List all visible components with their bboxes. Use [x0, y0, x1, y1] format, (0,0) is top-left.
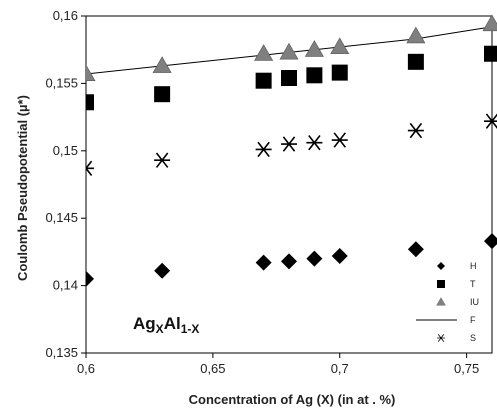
data-point-T	[306, 67, 323, 84]
legend-item-F: F	[416, 315, 476, 325]
series	[86, 14, 497, 287]
data-point-T	[154, 86, 171, 103]
data-point-T	[281, 70, 297, 87]
y-tick-label: 0,15	[53, 143, 78, 158]
data-point-IU	[279, 42, 299, 60]
data-point-T	[331, 64, 348, 81]
data-point-S	[281, 136, 297, 152]
legend-label: IU	[470, 297, 479, 307]
data-point-T	[407, 53, 424, 70]
data-point-H	[407, 241, 424, 258]
ticks: 0,6 0,65 0,7 0,75 0,135 0,14 0,145 0,15 0,155 0,1…	[45, 8, 479, 376]
composition-annotation: AgXAl1-X	[133, 314, 199, 336]
y-axis-label: Coulomb Pseudopotential (µ*)	[15, 95, 30, 281]
legend-item-T: T	[437, 279, 476, 289]
legend-label: T	[470, 279, 476, 289]
data-point-IU	[406, 26, 426, 44]
data-point-IU	[86, 64, 96, 82]
data-point-H	[484, 233, 497, 250]
data-point-IU	[304, 40, 324, 57]
legend-item-H: H	[437, 261, 477, 271]
x-axis-label: Concentration of Ag (X) (in at . %)	[189, 392, 396, 407]
y-tick-label: 0,155	[45, 75, 78, 90]
legend-swatch	[437, 280, 445, 288]
y-tick-label: 0,14	[53, 278, 78, 293]
legend-label: F	[470, 315, 476, 325]
data-point-H	[154, 262, 171, 279]
legend-item-IU: IU	[436, 297, 479, 307]
y-tick-label: 0,16	[53, 8, 78, 23]
data-point-IU	[330, 37, 350, 55]
y-tick-label: 0,145	[45, 210, 78, 225]
x-tick-label: 0,7	[331, 361, 349, 376]
data-point-T	[255, 72, 272, 89]
data-point-T	[86, 94, 94, 111]
data-point-S	[255, 141, 272, 158]
series-H	[86, 233, 497, 287]
legend-item-S: S	[437, 333, 476, 343]
legend-swatch-H	[437, 262, 445, 270]
data-point-IU	[152, 56, 172, 73]
data-point-H	[281, 253, 297, 270]
plot-area-frame	[85, 15, 493, 354]
data-point-S	[154, 152, 171, 168]
data-point-H	[86, 270, 94, 287]
legend-swatch	[437, 334, 445, 342]
legend-swatch	[437, 262, 445, 270]
x-tick-label: 0,75	[454, 361, 479, 376]
series-F	[86, 26, 493, 75]
data-point-IU	[254, 44, 274, 61]
series-F-line	[86, 26, 493, 75]
data-point-S	[407, 122, 424, 139]
legend: HT IU FS	[416, 261, 479, 343]
series-S	[86, 113, 497, 177]
x-tick-label: 0,65	[200, 361, 225, 376]
legend-swatch-S	[437, 334, 445, 342]
legend-swatch-T	[437, 280, 445, 288]
x-tick-label: 0,6	[77, 361, 95, 376]
data-point-S	[306, 135, 323, 151]
data-point-T	[484, 45, 497, 62]
data-point-H	[306, 250, 323, 267]
data-point-S	[86, 160, 94, 177]
axes	[85, 15, 493, 354]
series-T	[86, 45, 497, 111]
legend-label: S	[470, 333, 476, 343]
legend-swatch	[436, 297, 446, 306]
data-point-H	[331, 247, 348, 264]
legend-label: H	[470, 261, 477, 271]
data-point-H	[255, 254, 272, 271]
legend-swatch-IU	[436, 297, 446, 306]
y-tick-label: 0,135	[45, 345, 78, 360]
series-IU	[86, 14, 497, 82]
data-point-IU	[482, 14, 497, 32]
data-point-S	[331, 132, 348, 148]
data-point-S	[484, 113, 497, 129]
